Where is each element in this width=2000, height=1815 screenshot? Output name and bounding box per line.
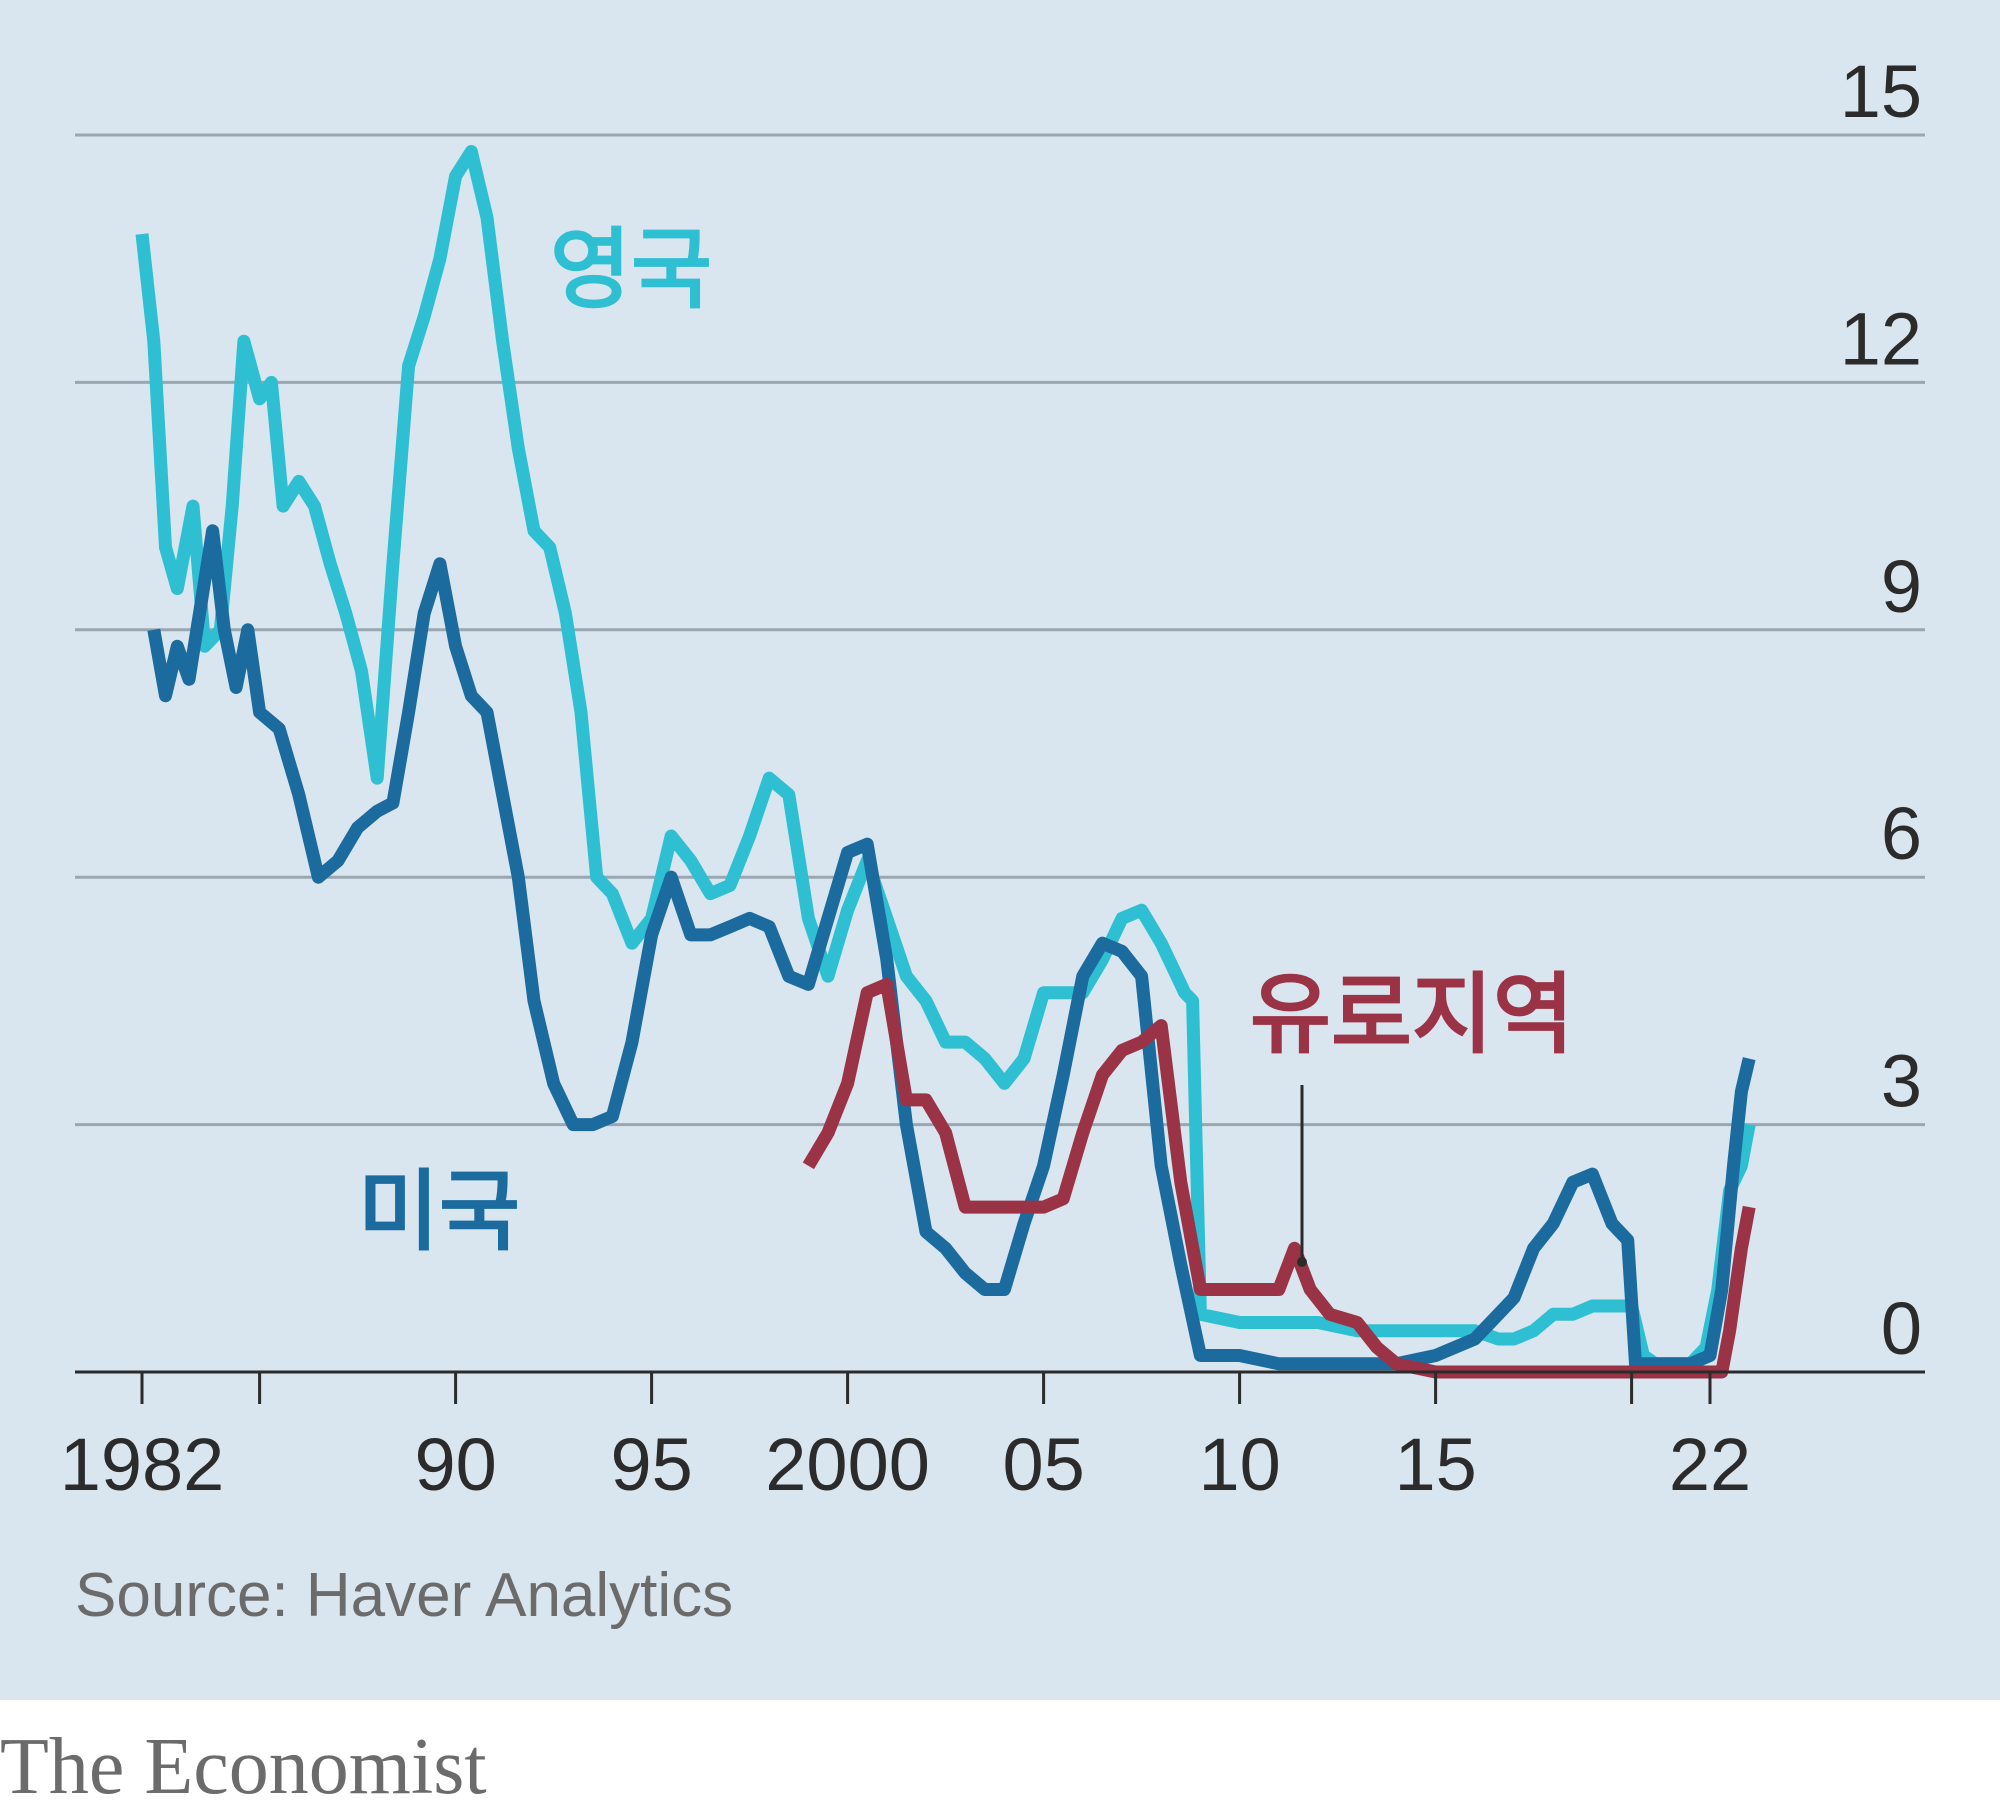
x-tick-label: 2000 xyxy=(765,1423,930,1506)
x-axis-ticks: 1982 90 95 2000 05 10 15 22 xyxy=(60,1372,1751,1506)
x-tick-label: 05 xyxy=(1002,1423,1084,1506)
x-tick-label: 15 xyxy=(1394,1423,1476,1506)
euro-label-pointer-dot xyxy=(1297,1257,1307,1267)
series-line-uk xyxy=(135,145,1756,1371)
series-label-uk: 영국 xyxy=(550,218,712,321)
y-axis-ticks: 0 3 6 9 12 15 xyxy=(1840,50,1922,1370)
y-tick-label: 0 xyxy=(1881,1287,1922,1370)
x-tick-label: 1982 xyxy=(60,1423,225,1506)
series-labels: 영국 미국 유로지역 xyxy=(358,218,1574,1267)
chart-panel: 0 3 6 9 12 15 1982 90 95 2000 05 10 15 22 영국 미국 유로지역… xyxy=(0,0,2000,1700)
y-tick-label: 9 xyxy=(1881,545,1922,628)
y-tick-label: 15 xyxy=(1840,50,1922,133)
x-tick-label: 22 xyxy=(1669,1423,1751,1506)
source-note: Source: Haver Analytics xyxy=(75,1561,734,1630)
series-label-euro: 유로지역 xyxy=(1250,963,1574,1066)
y-tick-label: 12 xyxy=(1840,297,1922,380)
y-tick-label: 3 xyxy=(1881,1040,1922,1123)
x-tick-label: 10 xyxy=(1198,1423,1280,1506)
series-label-us: 미국 xyxy=(358,1160,520,1263)
series-line-us xyxy=(147,524,1756,1371)
x-tick-label: 95 xyxy=(610,1423,692,1506)
brand-logo-text: The Economist xyxy=(0,1723,487,1811)
x-tick-label: 90 xyxy=(414,1423,496,1506)
y-tick-label: 6 xyxy=(1881,792,1922,875)
line-chart: 0 3 6 9 12 15 1982 90 95 2000 05 10 15 22 영국 미국 유로지역 xyxy=(60,50,1925,1506)
